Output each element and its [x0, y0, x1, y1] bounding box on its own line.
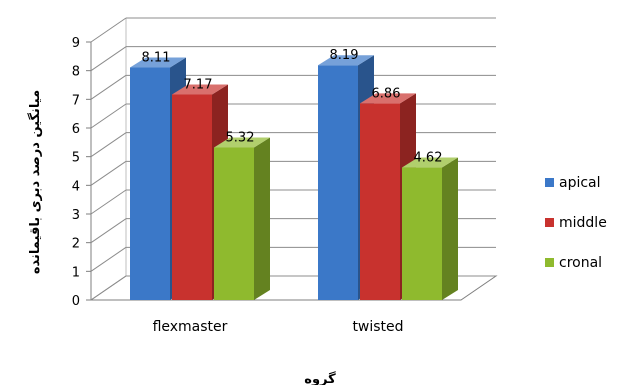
gridline-slant — [90, 46, 127, 72]
gridline-slant — [90, 103, 127, 129]
gridline-slant — [90, 132, 127, 158]
gridline-slant — [90, 246, 127, 272]
bar-top — [360, 93, 416, 104]
bar-top — [214, 137, 270, 148]
y-tick-label: 6 — [72, 122, 80, 137]
bar-front — [402, 167, 442, 300]
bar-front — [360, 103, 400, 300]
category-label: flexmaster — [153, 319, 228, 335]
bar-front — [130, 67, 170, 300]
bar-front — [318, 65, 358, 300]
gridline-slant — [90, 218, 127, 244]
legend-label-apical: apical — [559, 175, 601, 191]
bar-front — [172, 94, 212, 301]
y-tick-label: 4 — [72, 179, 80, 194]
data-label: 8.11 — [142, 51, 171, 66]
bar-top — [172, 84, 228, 95]
legend: apical middle cronal — [545, 175, 607, 271]
legend-swatch-cronal — [545, 258, 554, 267]
data-label: 6.86 — [372, 86, 401, 101]
bars — [130, 55, 458, 301]
y-axis-ticks: 0 1 2 3 4 5 6 7 8 9 — [72, 36, 91, 309]
data-label: 7.17 — [184, 77, 213, 92]
y-tick-label: 7 — [72, 93, 80, 108]
gridline-slant — [90, 17, 127, 43]
gridline-slant — [90, 160, 127, 186]
bar-top — [318, 55, 374, 66]
y-tick-label: 5 — [72, 151, 80, 166]
y-tick-label: 9 — [72, 36, 80, 51]
gridline-slant — [90, 275, 127, 301]
x-axis-title: گروه — [304, 371, 336, 385]
data-label: 4.62 — [414, 151, 443, 166]
legend-swatch-apical — [545, 178, 554, 187]
y-axis-title: میانگین درصد دبری باقیمانده — [27, 90, 43, 274]
bar-middle-flexmaster — [172, 84, 228, 301]
category-label: twisted — [352, 319, 403, 335]
y-tick-label: 2 — [72, 237, 80, 252]
data-labels: 8.11 7.17 5.32 8.19 6.86 4.62 — [142, 48, 443, 165]
bar-side — [254, 137, 270, 300]
y-tick-label: 8 — [72, 65, 80, 80]
category-labels: flexmaster twisted — [153, 319, 404, 335]
bar-cronal-flexmaster — [214, 137, 270, 300]
bar-cronal-twisted — [402, 157, 458, 300]
data-label: 5.32 — [226, 130, 255, 145]
legend-swatch-middle — [545, 218, 554, 227]
bar-top — [402, 157, 458, 168]
y-tick-label: 1 — [72, 265, 80, 280]
y-tick-label: 3 — [72, 208, 80, 223]
bar-front — [214, 147, 254, 300]
bar-top — [130, 57, 186, 68]
gridline-slant — [90, 74, 127, 100]
data-label: 8.19 — [330, 48, 359, 63]
legend-label-cronal: cronal — [559, 255, 602, 271]
bar-side — [442, 157, 458, 300]
y-tick-label: 0 — [72, 294, 80, 309]
gridline-slant — [90, 189, 127, 215]
legend-label-middle: middle — [559, 215, 607, 231]
